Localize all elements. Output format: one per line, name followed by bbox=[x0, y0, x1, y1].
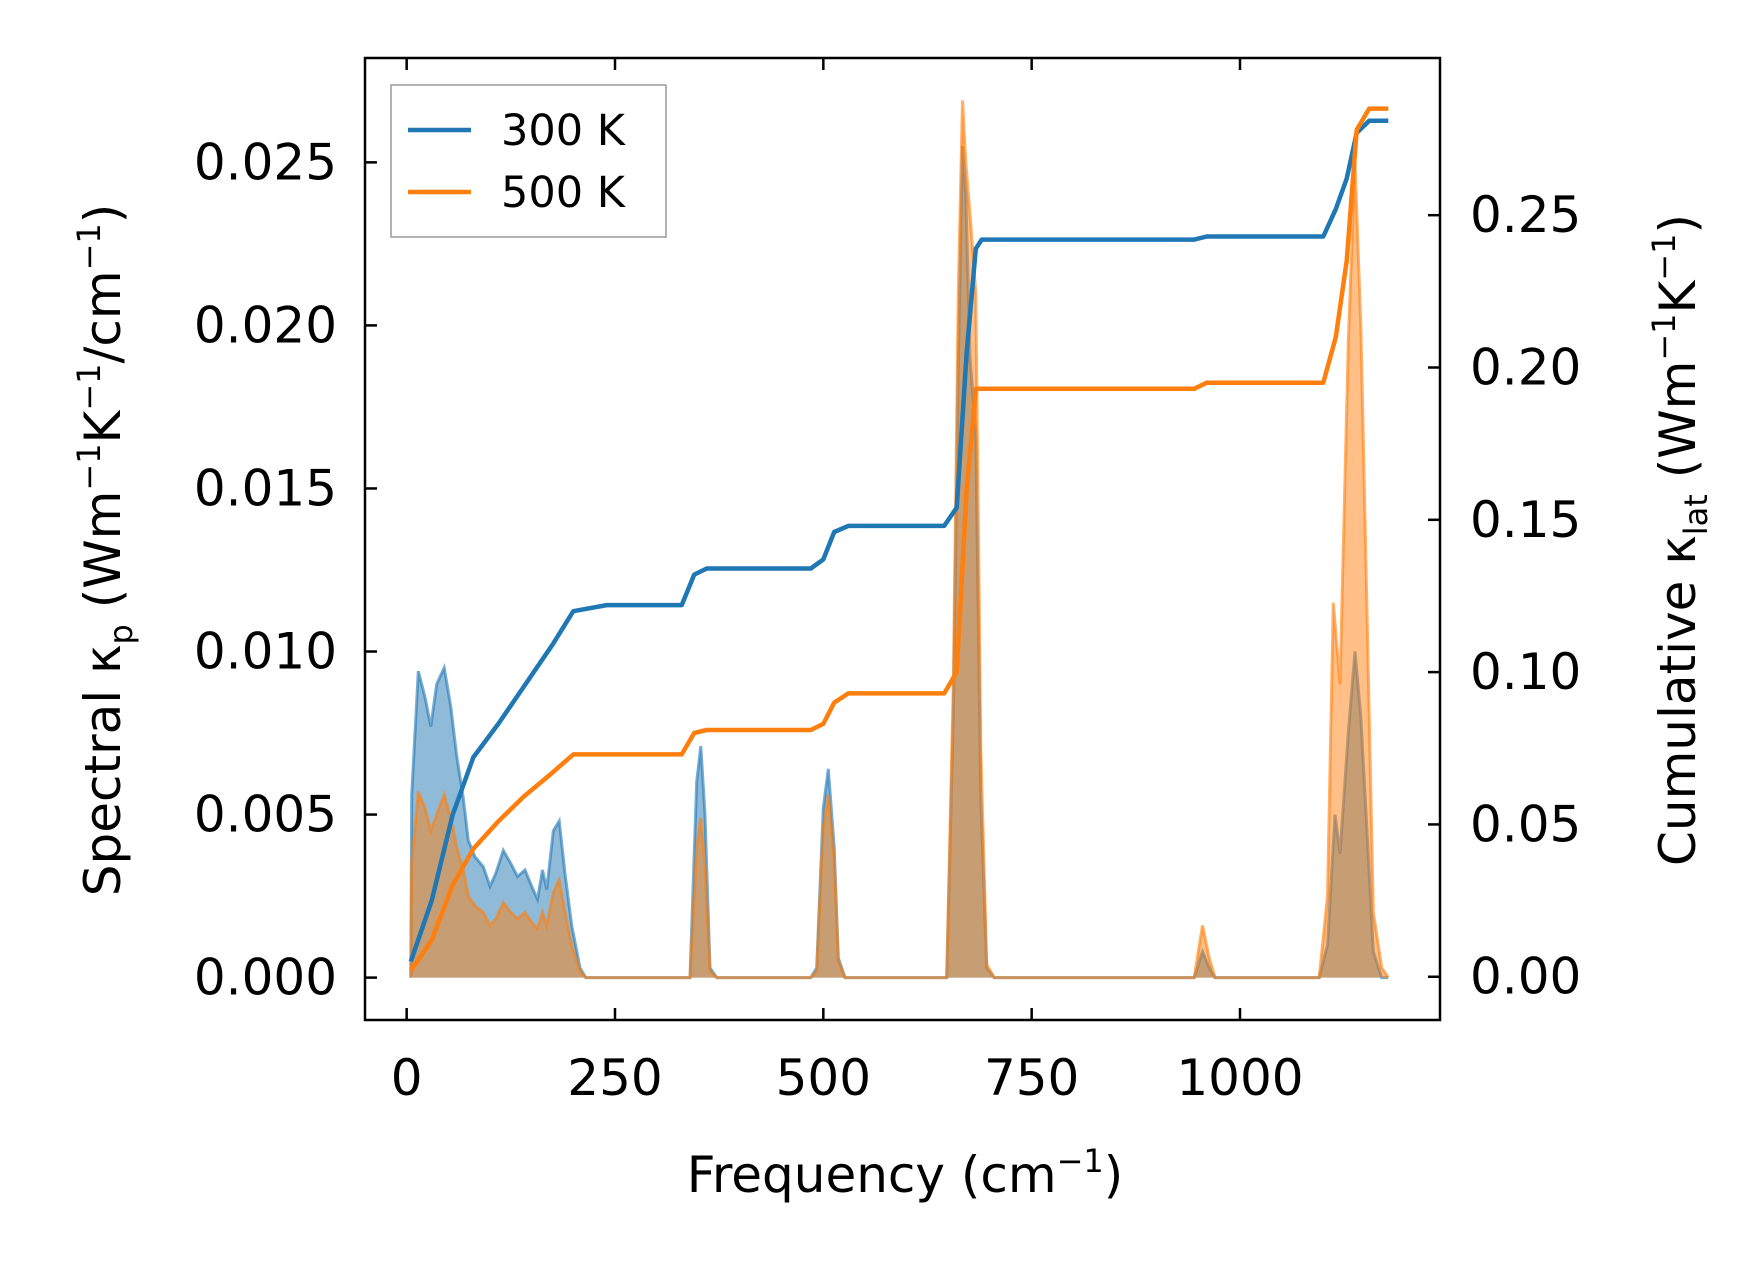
y-right-tick-label: 0.10 bbox=[1470, 643, 1581, 701]
legend-box bbox=[390, 84, 667, 238]
y-axis-right-label: Cumulative κlat (Wm−1K−1) bbox=[1645, 214, 1715, 866]
y-left-tick-label: 0.005 bbox=[194, 786, 337, 844]
y-left-tick-label: 0.020 bbox=[194, 296, 337, 354]
spectral-line-500k bbox=[409, 100, 1390, 980]
x-tick-label: 0 bbox=[391, 1049, 423, 1107]
y-left-tick-label: 0.015 bbox=[194, 459, 337, 517]
legend-label: 500 K bbox=[501, 168, 627, 218]
y-right-tick-label: 0.20 bbox=[1470, 338, 1581, 396]
legend: 300 K 500 K bbox=[390, 84, 667, 238]
y-axis-left-label: Spectral κp (Wm−1K−1/cm−1) bbox=[70, 204, 140, 897]
y-left-tick-label: 0.025 bbox=[194, 133, 337, 191]
cumulative-line-500k bbox=[408, 106, 1389, 972]
y-right-tick-label: 0.00 bbox=[1470, 948, 1581, 1006]
x-tick-label: 1000 bbox=[1176, 1049, 1303, 1107]
x-tick-label: 250 bbox=[567, 1049, 662, 1107]
cumulative-line-300k bbox=[408, 118, 1389, 963]
x-tick-label: 500 bbox=[776, 1049, 871, 1107]
y-right-tick-label: 0.25 bbox=[1470, 186, 1581, 244]
y-left-tick-label: 0.000 bbox=[194, 949, 337, 1007]
x-axis-label: Frequency (cm−1) bbox=[687, 1142, 1124, 1204]
axes: 0 250 500 750 1000 0.000 0.005 0.010 0.015 0.020 0… bbox=[194, 56, 1581, 1107]
x-tick-label: 750 bbox=[984, 1049, 1079, 1107]
y-right-tick-label: 0.15 bbox=[1470, 491, 1581, 549]
spectral-area-300k bbox=[410, 146, 1389, 978]
y-right-tick-label: 0.05 bbox=[1470, 795, 1581, 853]
plot-area bbox=[408, 100, 1390, 980]
y-left-tick-label: 0.010 bbox=[194, 623, 337, 681]
legend-label: 300 K bbox=[501, 106, 627, 156]
series-group bbox=[408, 100, 1390, 980]
plot-frame bbox=[363, 56, 1442, 1022]
